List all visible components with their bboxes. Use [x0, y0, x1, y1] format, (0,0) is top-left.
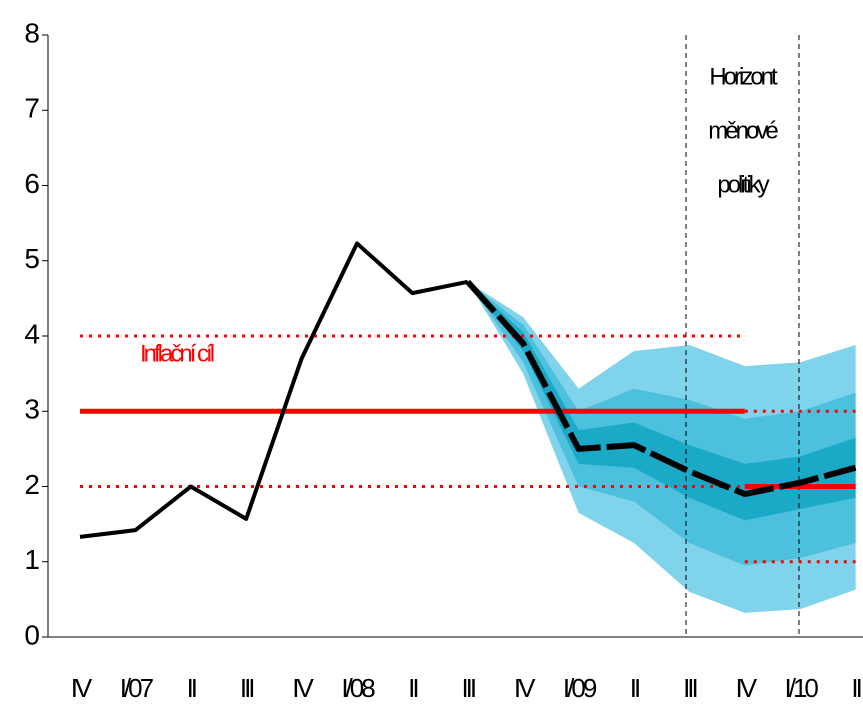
annotation: měnové — [708, 117, 778, 144]
x-tick-label: III — [240, 673, 253, 703]
y-tick-label: 2 — [24, 469, 40, 500]
x-tick-label: I/10 — [785, 673, 819, 703]
y-tick-label: 7 — [24, 93, 40, 124]
y-tick-label: 1 — [24, 544, 40, 575]
y-tick-label: 6 — [24, 168, 40, 199]
x-tick-label: IV — [71, 673, 93, 703]
x-tick-label: I/08 — [341, 673, 375, 703]
x-tick-label: I/09 — [563, 673, 597, 703]
annotation: politiky — [717, 171, 769, 198]
x-tick-label: II — [187, 673, 196, 703]
line-series — [79, 241, 469, 539]
x-tick-label: I/07 — [120, 673, 154, 703]
x-tick-label: II — [408, 673, 417, 703]
x-tick-label: II — [851, 673, 860, 703]
fan-band — [467, 281, 856, 521]
y-tick-label: 3 — [24, 394, 40, 425]
x-tick-label: IV — [736, 673, 758, 703]
y-tick-label: 4 — [24, 318, 40, 349]
x-tick-label: IV — [514, 673, 536, 703]
x-tick-label: III — [683, 673, 696, 703]
x-tick-label: III — [461, 673, 474, 703]
y-tick-label: 8 — [24, 17, 40, 48]
line-series — [465, 279, 857, 498]
x-tick-label: II — [630, 673, 639, 703]
annotation: Inflační cíl — [140, 340, 214, 367]
y-tick-label: 5 — [24, 243, 40, 274]
annotation: Horizont — [709, 63, 778, 90]
x-tick-label: IV — [292, 673, 314, 703]
y-tick-label: 0 — [24, 619, 40, 650]
